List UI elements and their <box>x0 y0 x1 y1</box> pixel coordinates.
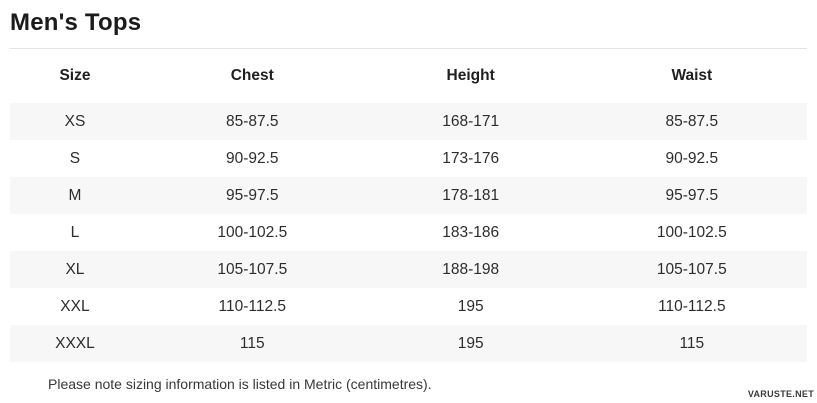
table-header-row: Size Chest Height Waist <box>10 49 807 103</box>
cell-chest: 105-107.5 <box>217 260 288 278</box>
metric-units-note: Please note sizing information is listed… <box>48 376 432 392</box>
cell-height: 173-176 <box>442 149 500 167</box>
cell-size: L <box>70 223 80 241</box>
cell-waist: 95-97.5 <box>665 186 719 204</box>
table-row-l: L 100-102.5 183-186 100-102.5 <box>10 214 807 251</box>
cell-size: XXXL <box>55 334 95 352</box>
cell-height: 178-181 <box>442 186 500 204</box>
cell-size: XS <box>64 112 86 130</box>
cell-size: XL <box>65 260 85 278</box>
cell-waist: 90-92.5 <box>665 149 719 167</box>
cell-chest: 95-97.5 <box>225 186 279 204</box>
cell-height: 183-186 <box>442 223 500 241</box>
cell-height: 188-198 <box>442 260 500 278</box>
table-row-xs: XS 85-87.5 168-171 85-87.5 <box>10 103 807 140</box>
cell-chest: 115 <box>239 334 265 352</box>
table-row-s: S 90-92.5 173-176 90-92.5 <box>10 140 807 177</box>
cell-waist: 110-112.5 <box>658 297 726 315</box>
cell-height: 168-171 <box>442 112 500 130</box>
cell-height: 195 <box>457 297 484 315</box>
column-header-height: Height <box>446 67 495 84</box>
size-guide-panel: Men's Tops Size Chest Height Waist XS 85… <box>10 0 807 392</box>
site-watermark: VARUSTE.NET <box>747 389 814 399</box>
column-header-chest: Chest <box>230 67 274 84</box>
cell-chest: 110-112.5 <box>218 297 287 315</box>
cell-waist: 85-87.5 <box>665 112 719 130</box>
table-row-xxl: XXL 110-112.5 195 110-112.5 <box>10 288 807 325</box>
cell-waist: 100-102.5 <box>656 223 727 241</box>
cell-chest: 85-87.5 <box>225 112 279 130</box>
page-title: Men's Tops <box>10 0 807 49</box>
cell-size: M <box>68 186 82 204</box>
cell-size: XXL <box>60 297 90 315</box>
cell-waist: 115 <box>679 334 705 352</box>
table-row-xxxl: XXXL 115 195 115 <box>10 325 807 362</box>
table-row-xl: XL 105-107.5 188-198 105-107.5 <box>10 251 807 288</box>
cell-height: 195 <box>457 334 484 352</box>
cell-size: S <box>69 149 81 167</box>
column-header-size: Size <box>59 67 91 84</box>
column-header-waist: Waist <box>671 67 713 84</box>
cell-chest: 90-92.5 <box>225 149 279 167</box>
size-table: Size Chest Height Waist XS 85-87.5 168-1… <box>10 49 807 362</box>
table-row-m: M 95-97.5 178-181 95-97.5 <box>10 177 807 214</box>
cell-waist: 105-107.5 <box>656 260 727 278</box>
cell-chest: 100-102.5 <box>217 223 288 241</box>
